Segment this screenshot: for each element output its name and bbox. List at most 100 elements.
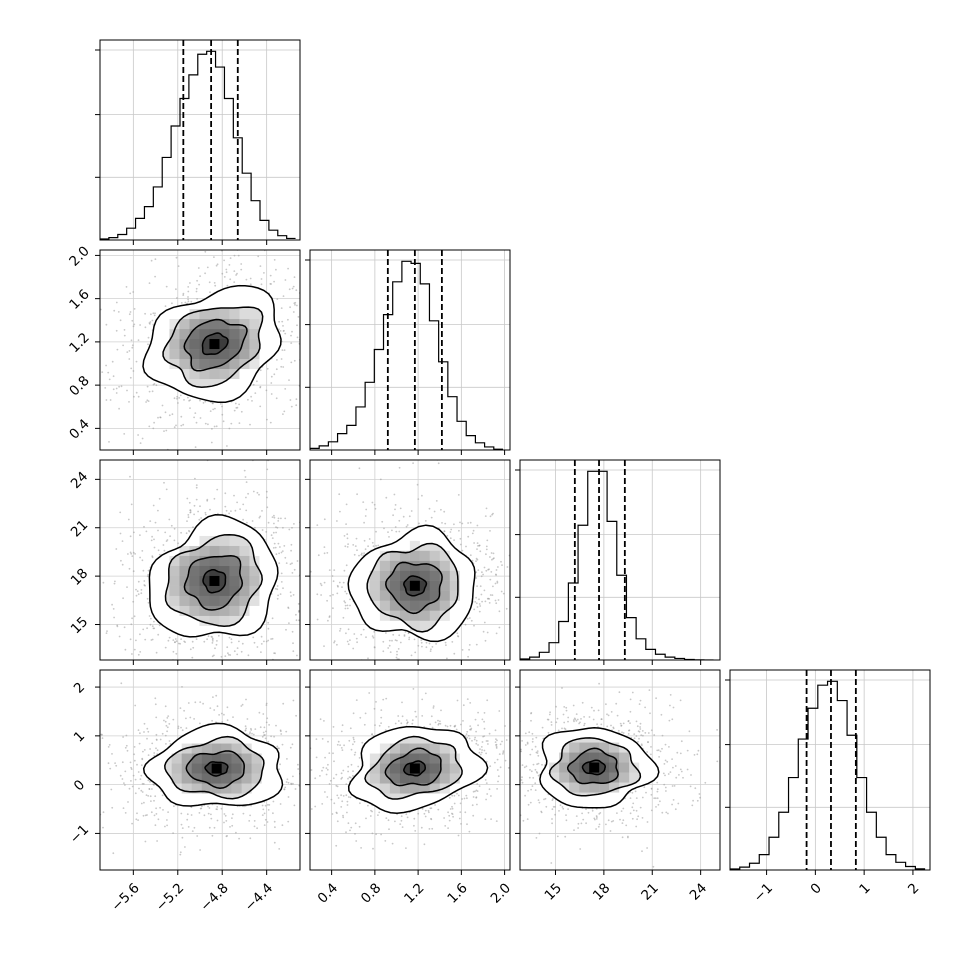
scatter-point bbox=[266, 418, 268, 421]
scatter-point bbox=[190, 300, 193, 303]
scatter-point bbox=[221, 272, 224, 275]
density-block bbox=[249, 349, 260, 360]
scatter-point bbox=[372, 636, 375, 639]
scatter-point bbox=[223, 821, 225, 824]
scatter-point bbox=[282, 702, 285, 705]
scatter-point bbox=[441, 522, 443, 524]
contour-line-0 bbox=[403, 575, 428, 597]
scatter-point bbox=[424, 815, 427, 818]
scatter-point bbox=[294, 304, 296, 306]
scatter-point bbox=[122, 344, 124, 347]
scatter-point bbox=[265, 389, 268, 392]
scatter-point bbox=[329, 825, 331, 827]
scatter-point bbox=[291, 743, 294, 746]
scatter-point bbox=[114, 762, 116, 764]
scatter-point bbox=[356, 549, 358, 552]
scatter-point bbox=[233, 494, 235, 497]
scatter-point bbox=[476, 542, 479, 544]
scatter-point bbox=[398, 466, 401, 469]
scatter-point bbox=[270, 382, 273, 384]
density-block bbox=[199, 359, 210, 370]
scatter-point bbox=[473, 542, 475, 544]
scatter-point bbox=[319, 582, 322, 585]
scatter-point bbox=[340, 789, 342, 791]
scatter-point bbox=[261, 529, 264, 531]
scatter-point bbox=[281, 743, 284, 746]
scatter-point bbox=[418, 522, 420, 525]
scatter-point bbox=[477, 711, 479, 714]
scatter-point bbox=[191, 830, 194, 832]
scatter-point bbox=[328, 569, 331, 571]
scatter-point bbox=[256, 380, 258, 383]
scatter-point bbox=[272, 800, 275, 803]
density-block bbox=[419, 743, 430, 754]
scatter-point bbox=[423, 843, 426, 846]
scatter-point bbox=[327, 619, 329, 622]
scatter-point bbox=[154, 697, 157, 700]
scatter-point bbox=[146, 399, 149, 402]
scatter-point bbox=[350, 748, 353, 751]
scatter-point bbox=[148, 282, 151, 284]
scatter-point bbox=[337, 797, 340, 799]
scatter-point bbox=[148, 425, 151, 428]
scatter-point bbox=[156, 749, 159, 752]
scatter-point bbox=[483, 749, 486, 752]
scatter-point bbox=[238, 422, 241, 424]
scatter-point bbox=[179, 642, 182, 645]
scatter-point bbox=[141, 757, 144, 760]
scatter-point bbox=[480, 751, 483, 754]
scatter-point bbox=[329, 594, 332, 597]
scatter-point bbox=[224, 655, 227, 657]
density-block bbox=[239, 565, 250, 576]
scatter-point bbox=[294, 301, 297, 304]
scatter-point bbox=[135, 391, 138, 394]
density-block bbox=[199, 319, 210, 330]
scatter-point bbox=[153, 314, 156, 317]
scatter-point bbox=[121, 563, 124, 566]
scatter-point bbox=[139, 534, 141, 536]
scatter-point bbox=[496, 758, 499, 761]
density-block bbox=[419, 550, 430, 561]
scatter-point bbox=[155, 733, 158, 736]
scatter-point bbox=[443, 817, 445, 819]
scatter-point bbox=[497, 780, 499, 783]
scatter-point bbox=[342, 797, 344, 799]
scatter-point bbox=[371, 810, 373, 813]
scatter-point bbox=[319, 746, 321, 748]
scatter-point bbox=[384, 840, 387, 842]
contour-line-0 bbox=[204, 761, 229, 777]
scatter-point bbox=[312, 578, 314, 580]
scatter-point bbox=[183, 399, 185, 401]
scatter-point bbox=[450, 673, 452, 675]
contour-line-1 bbox=[185, 750, 245, 789]
scatter-point bbox=[434, 721, 437, 724]
density-peak bbox=[209, 339, 220, 350]
scatter-point bbox=[129, 292, 132, 295]
scatter-point bbox=[435, 643, 437, 645]
scatter-point bbox=[119, 511, 122, 514]
scatter-point bbox=[270, 375, 273, 378]
density-block bbox=[199, 585, 210, 596]
scatter-point bbox=[185, 717, 187, 720]
scatter-point bbox=[362, 501, 365, 503]
scatter-point bbox=[361, 741, 364, 744]
scatter-point bbox=[311, 604, 313, 606]
scatter-point bbox=[102, 581, 105, 584]
scatter-point bbox=[282, 330, 285, 332]
scatter-point bbox=[291, 630, 294, 633]
scatter-point bbox=[131, 822, 134, 825]
scatter-point bbox=[233, 281, 236, 283]
scatter-point bbox=[177, 402, 179, 404]
scatter-point bbox=[180, 415, 183, 418]
scatter-point bbox=[133, 323, 136, 326]
scatter-point bbox=[133, 531, 135, 534]
scatter-point bbox=[376, 299, 378, 301]
scatter-point bbox=[344, 764, 346, 766]
scatter-point bbox=[431, 827, 434, 830]
density-block bbox=[199, 565, 210, 576]
scatter-point bbox=[466, 736, 469, 739]
density-block bbox=[249, 339, 260, 350]
density-block bbox=[189, 565, 200, 576]
scatter-point bbox=[347, 822, 350, 825]
scatter-point bbox=[355, 537, 358, 540]
